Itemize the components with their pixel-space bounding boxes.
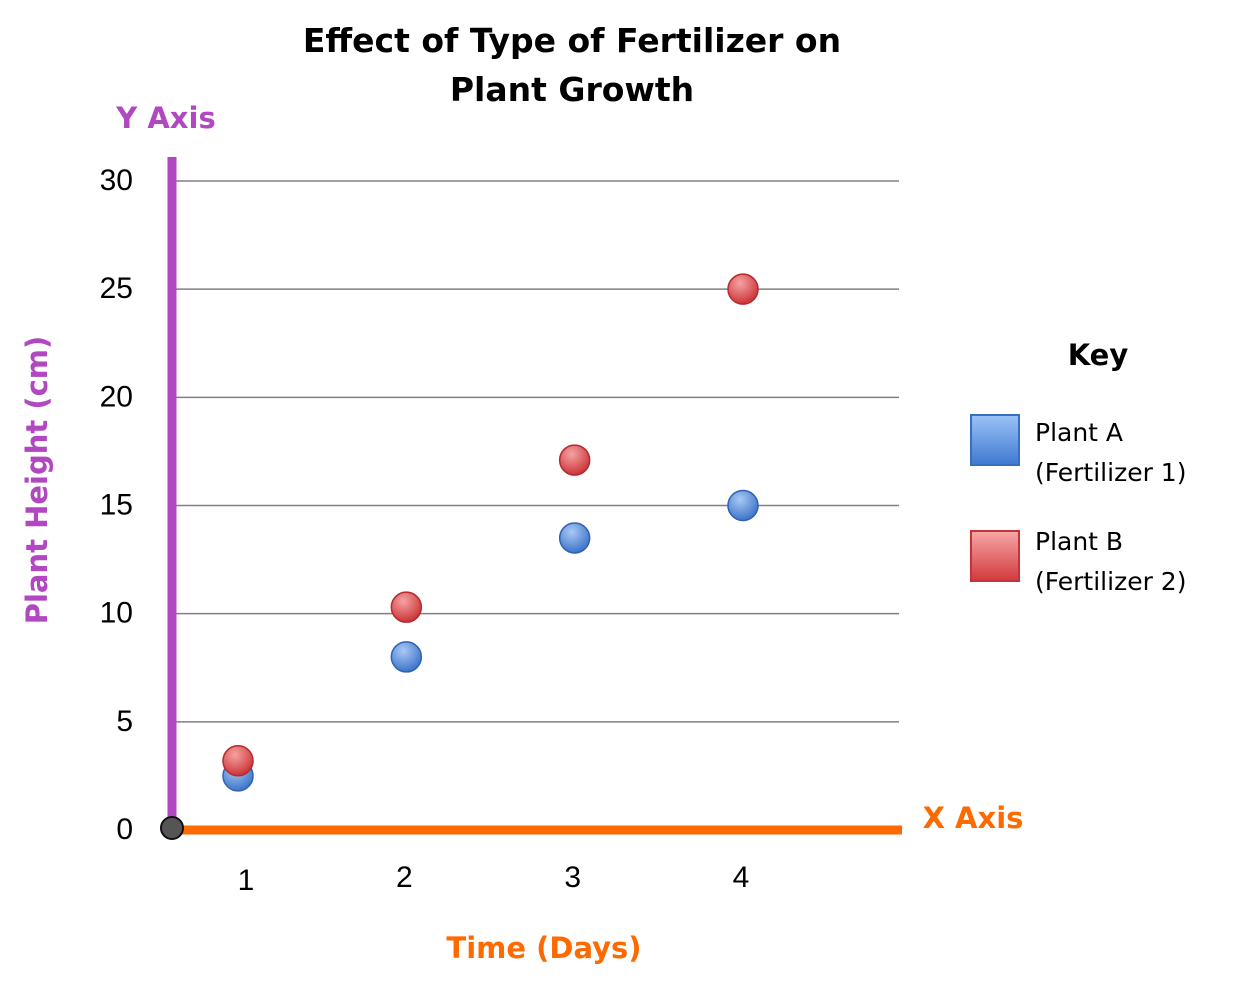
legend-label-plant-a-line1: Plant A (1035, 418, 1123, 447)
y-axis-name: Y Axis (115, 101, 215, 135)
data-points (222, 273, 759, 792)
x-tick-label-2: 2 (396, 861, 413, 894)
gridlines (176, 180, 899, 723)
y-tick-label-10: 10 (100, 597, 133, 630)
y-tick-label-0: 0 (116, 813, 133, 846)
point-plant-a-day-2 (390, 641, 423, 673)
x-tick-label-4: 4 (733, 861, 750, 894)
x-tick-label-3: 3 (564, 861, 581, 894)
legend-label-plant-b-line1: Plant B (1035, 527, 1123, 556)
y-tick-label-25: 25 (100, 272, 133, 305)
y-tick-label-30: 30 (100, 164, 133, 197)
point-plant-b-day-3 (558, 444, 591, 476)
point-plant-b-day-1 (222, 745, 254, 777)
origin-marker (160, 816, 184, 840)
x-tick-labels: 1 2 3 4 (238, 861, 750, 897)
y-tick-label-5: 5 (116, 705, 133, 738)
point-plant-a-day-4 (727, 489, 759, 522)
point-plant-b-day-2 (390, 591, 423, 623)
y-axis-label: Plant Height (cm) (20, 336, 54, 625)
y-tick-label-15: 15 (100, 488, 133, 521)
legend-label-plant-a-line2: (Fertilizer 1) (1035, 458, 1186, 487)
point-plant-b-day-4 (727, 273, 759, 305)
y-tick-labels: 0 5 10 15 20 25 30 (100, 164, 133, 846)
legend-swatch-plant-a (970, 414, 1020, 466)
x-tick-label-1: 1 (238, 864, 255, 897)
chart-title-line1: Effect of Type of Fertilizer on (303, 21, 841, 60)
chart-title-line2: Plant Growth (450, 70, 694, 109)
legend-title: Key (1068, 338, 1129, 372)
legend-label-plant-b-line2: (Fertilizer 2) (1035, 567, 1186, 596)
x-axis-label: Time (Days) (446, 931, 641, 965)
y-tick-label-20: 20 (100, 380, 133, 413)
x-axis-name: X Axis (923, 801, 1024, 835)
point-plant-a-day-3 (558, 522, 591, 554)
legend-swatch-plant-b (970, 530, 1020, 582)
legend: Key Plant A (Fertilizer 1) Plant B (Fert… (970, 338, 1186, 596)
